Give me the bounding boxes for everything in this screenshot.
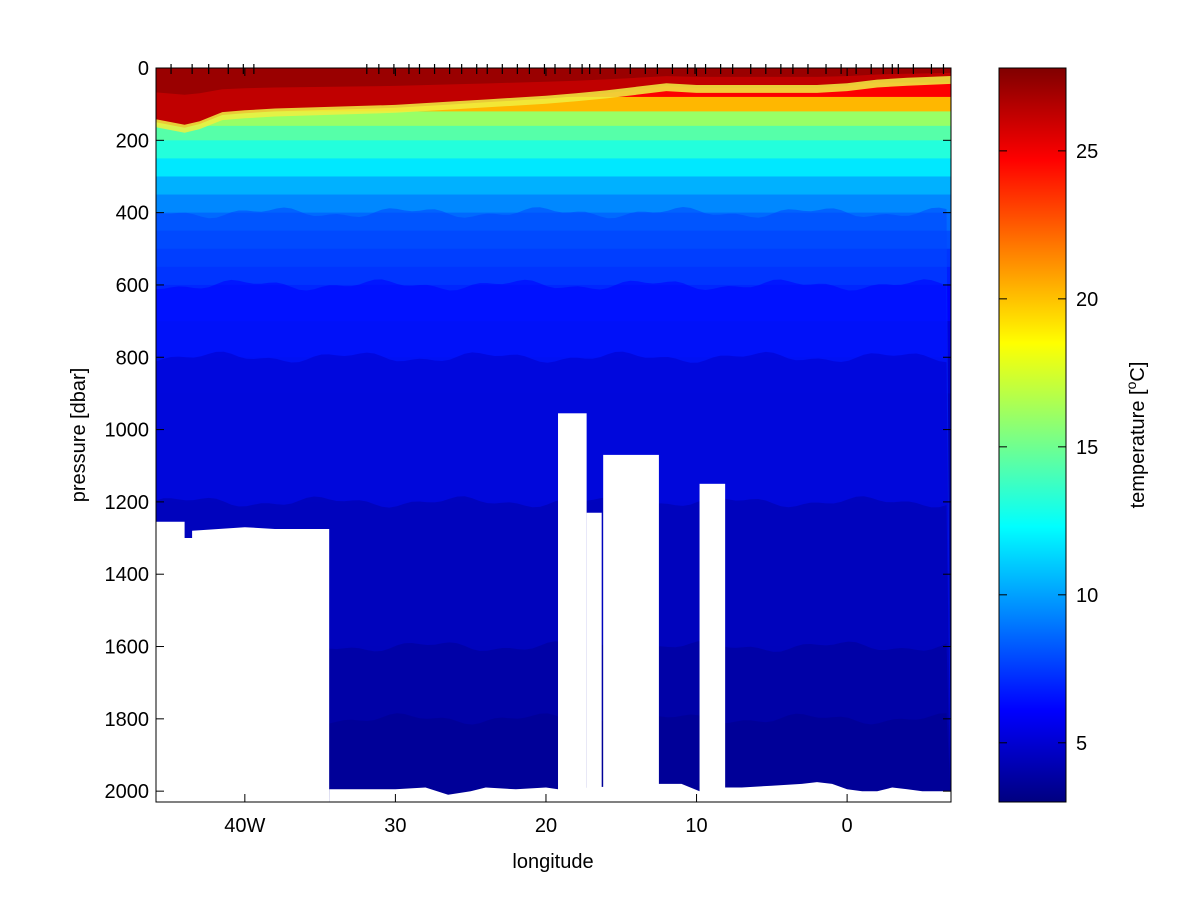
x-tick-label: 40W [224, 815, 265, 837]
station-ticks [170, 64, 945, 74]
y-tick-label: 1600 [105, 637, 150, 659]
temperature-band [156, 158, 951, 178]
y-tick-label: 200 [116, 130, 149, 152]
contour-band [156, 713, 951, 802]
colorbar-gradient [999, 68, 1066, 802]
seamount [699, 483, 726, 802]
colorbar-tick-label: 20 [1076, 289, 1098, 311]
seamount [586, 512, 602, 802]
y-tick-label: 2000 [105, 781, 150, 803]
colorbar-label-sup: o [1123, 381, 1139, 389]
temperature-band [156, 140, 951, 159]
y-axis: 0 200 400 600 800 1000 1200 1400 1600 1800 2000 [105, 58, 951, 803]
y-tick-label: 800 [116, 347, 149, 369]
x-tick-label: 20 [535, 815, 557, 837]
seamount [558, 413, 587, 802]
colorbar-ticks: 5 10 15 20 25 [999, 141, 1098, 755]
colorbar-tick-label: 25 [1076, 141, 1098, 163]
thermocline [156, 76, 951, 133]
temperature-bands [156, 68, 951, 802]
colorbar-frame [998, 67, 1067, 803]
colorbar-label: temperature [oC] [1123, 362, 1149, 509]
y-tick-label: 400 [116, 203, 149, 225]
temperature-band [156, 111, 951, 127]
mixed-layer-top [156, 68, 951, 95]
y-tick-label: 1000 [105, 420, 150, 442]
land-mask [156, 413, 951, 802]
colorbar: 5 10 15 20 25 temperature [oC] [998, 67, 1149, 803]
x-tick-label: 30 [384, 815, 406, 837]
colorbar-tick-label: 15 [1076, 437, 1098, 459]
colorbar-label-unit: C] [1127, 362, 1149, 382]
sea-floor [329, 782, 951, 802]
y-axis-label: pressure [dbar] [68, 368, 90, 503]
y-tick-label: 0 [138, 58, 149, 80]
temperature-band [156, 176, 951, 196]
x-axis: 40W 30 20 10 0 [224, 68, 853, 837]
temperature-band [156, 125, 951, 141]
plot-area [156, 68, 951, 802]
y-tick-label: 1200 [105, 492, 150, 514]
y-tick-label: 600 [116, 275, 149, 297]
seamount [156, 521, 330, 802]
y-tick-label: 1400 [105, 564, 150, 586]
x-tick-label: 0 [842, 815, 853, 837]
y-tick-label: 1800 [105, 709, 150, 731]
x-axis-label: longitude [512, 851, 593, 873]
x-tick-label: 10 [685, 815, 707, 837]
plot-frame [155, 67, 952, 803]
colorbar-label-main: temperature [ [1127, 389, 1149, 508]
colorbar-tick-label: 10 [1076, 585, 1098, 607]
temperature-band [156, 194, 951, 214]
seamount [603, 454, 659, 802]
colorbar-tick-label: 5 [1076, 733, 1087, 755]
